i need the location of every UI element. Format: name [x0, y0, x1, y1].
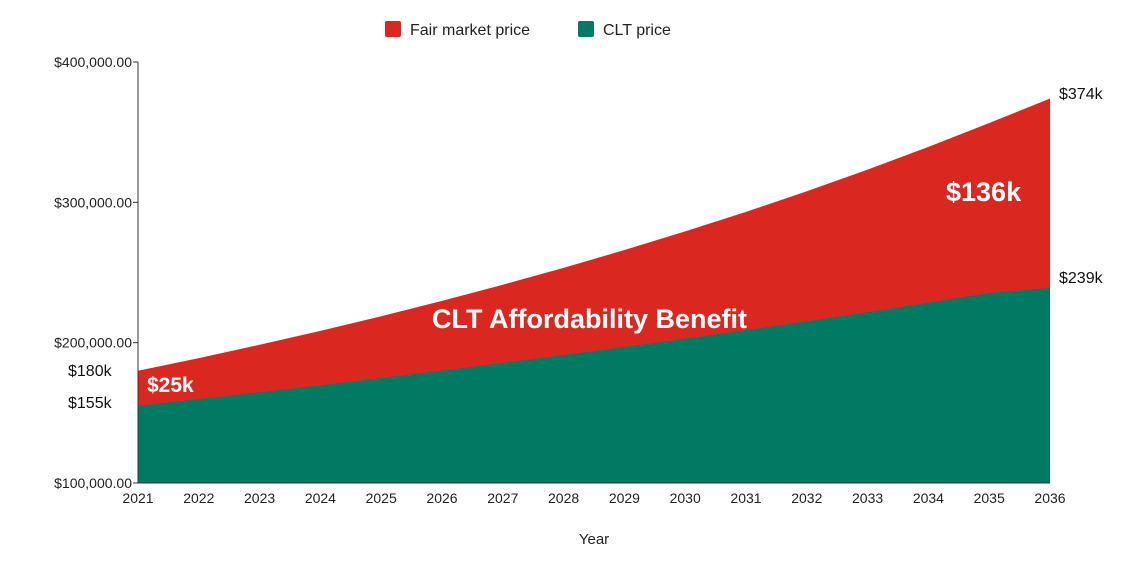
x-tick-label: 2023: [244, 490, 275, 506]
x-tick-label: 2025: [366, 490, 397, 506]
x-tick-label: 2035: [974, 490, 1005, 506]
x-tick-label: 2027: [487, 490, 518, 506]
y-axis-ticks: $100,000.00 $200,000.00 $300,000.00 $400,00…: [54, 54, 138, 491]
label-clt-start: $155k: [68, 395, 113, 412]
y-tick-label: $300,000.00: [54, 194, 132, 210]
x-tick-label: 2031: [730, 490, 761, 506]
label-fmp-start: $180k: [68, 363, 113, 380]
x-tick-label: 2022: [183, 490, 214, 506]
x-tick-label: 2028: [548, 490, 579, 506]
legend-swatch-clt-price: [578, 21, 594, 37]
x-tick-label: 2034: [913, 490, 944, 506]
x-tick-label: 2026: [426, 490, 457, 506]
legend-label-clt-price: CLT price: [603, 22, 671, 39]
x-axis-title: Year: [579, 531, 609, 548]
label-gap-end: $136k: [946, 177, 1022, 207]
x-tick-label: 2024: [305, 490, 336, 506]
y-tick-label: $400,000.00: [54, 54, 132, 70]
y-tick-label: $200,000.00: [54, 335, 132, 351]
label-clt-end: $239k: [1059, 270, 1104, 287]
legend-label-fair-market-price: Fair market price: [410, 22, 530, 39]
x-tick-label: 2032: [791, 490, 822, 506]
label-gap-start: $25k: [147, 374, 194, 397]
x-tick-label: 2030: [670, 490, 701, 506]
x-axis-ticks: 2021 2022 2023 2024 2025 2026 2027 2028 2029 2030…: [122, 490, 1065, 506]
label-fmp-end: $374k: [1059, 86, 1104, 103]
x-tick-label: 2036: [1034, 490, 1065, 506]
y-tick-label: $100,000.00: [54, 475, 132, 491]
x-tick-label: 2033: [852, 490, 883, 506]
legend: Fair market price CLT price: [385, 21, 671, 39]
legend-swatch-fair-market-price: [385, 21, 401, 37]
x-tick-label: 2029: [609, 490, 640, 506]
area-clt-price: [138, 287, 1050, 483]
x-tick-label: 2021: [122, 490, 153, 506]
label-affordability-benefit: CLT Affordability Benefit: [432, 304, 747, 334]
